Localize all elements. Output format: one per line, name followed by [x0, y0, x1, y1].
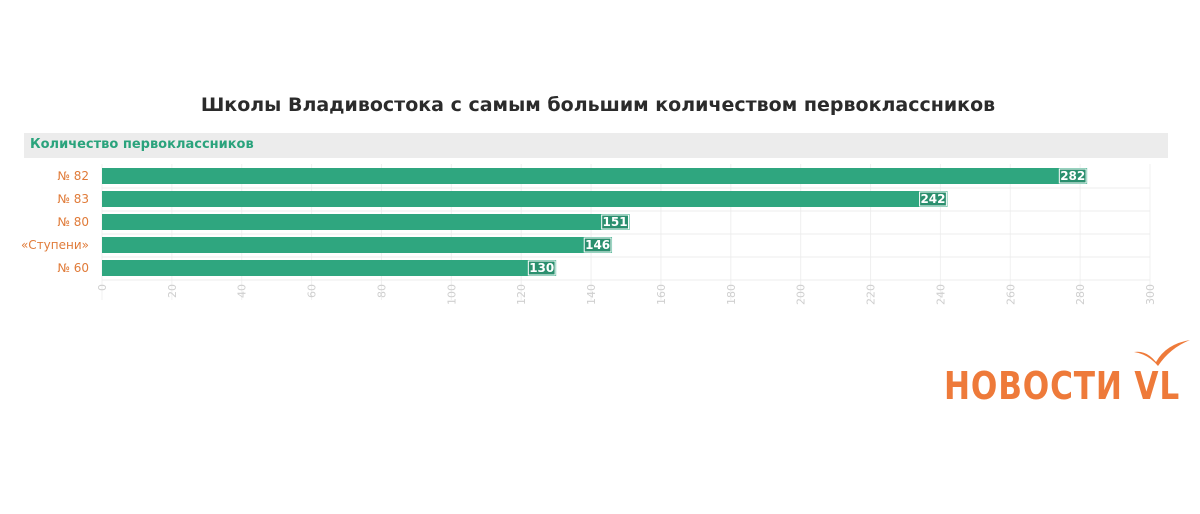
series-header: Количество первоклассников: [24, 133, 1168, 158]
x-tick-label: 20: [166, 284, 179, 298]
x-tick-label: 300: [1144, 284, 1157, 305]
value-label-box: [919, 191, 947, 207]
x-tick-label: 60: [306, 284, 319, 298]
chart-title: Школы Владивостока с самым большим колич…: [200, 94, 996, 116]
bar-chart: 0 20 40 60 80 100 120 140 160 180 200 220 240 260 280 3…: [21, 164, 1157, 305]
series-label: Количество первоклассников: [30, 137, 254, 152]
value-label-box: [1058, 168, 1087, 184]
x-tick-label: 140: [585, 284, 598, 305]
value-label-box: [601, 214, 629, 230]
category-label: «Ступени»: [21, 238, 89, 252]
value-label: 146: [585, 238, 610, 252]
value-label: 130: [529, 261, 554, 275]
category-label: № 80: [57, 215, 89, 229]
x-tick-label: 0: [96, 284, 109, 291]
bar: [102, 214, 630, 230]
value-label: 282: [1060, 169, 1085, 183]
x-tick-label: 240: [934, 284, 947, 305]
x-tick-label: 80: [375, 284, 388, 298]
bar: [102, 237, 613, 253]
x-tick-label: 260: [1004, 284, 1017, 305]
category-label: № 82: [57, 169, 89, 183]
bar: [102, 260, 557, 276]
x-tick-label: 200: [795, 284, 808, 305]
x-tick-label: 220: [865, 284, 878, 305]
value-label-box: [527, 260, 556, 276]
value-label: 242: [920, 192, 945, 206]
category-label: № 83: [57, 192, 89, 206]
x-tick-label: 160: [655, 284, 668, 305]
category-label: № 60: [57, 261, 89, 275]
x-tick-label: 180: [725, 284, 738, 305]
logo-text: НОВОСТИ VL: [944, 364, 1181, 408]
x-tick-label: 120: [515, 284, 528, 305]
bar: [102, 191, 948, 207]
novosti-vl-logo: НОВОСТИ VL: [944, 338, 1194, 418]
x-tick-label: 40: [236, 284, 249, 298]
x-tick-label: 280: [1074, 284, 1087, 305]
x-tick-label: 100: [445, 284, 458, 305]
value-label-box: [583, 237, 612, 253]
value-label: 151: [603, 215, 628, 229]
bird-icon: [1134, 340, 1190, 366]
bar: [102, 168, 1088, 184]
